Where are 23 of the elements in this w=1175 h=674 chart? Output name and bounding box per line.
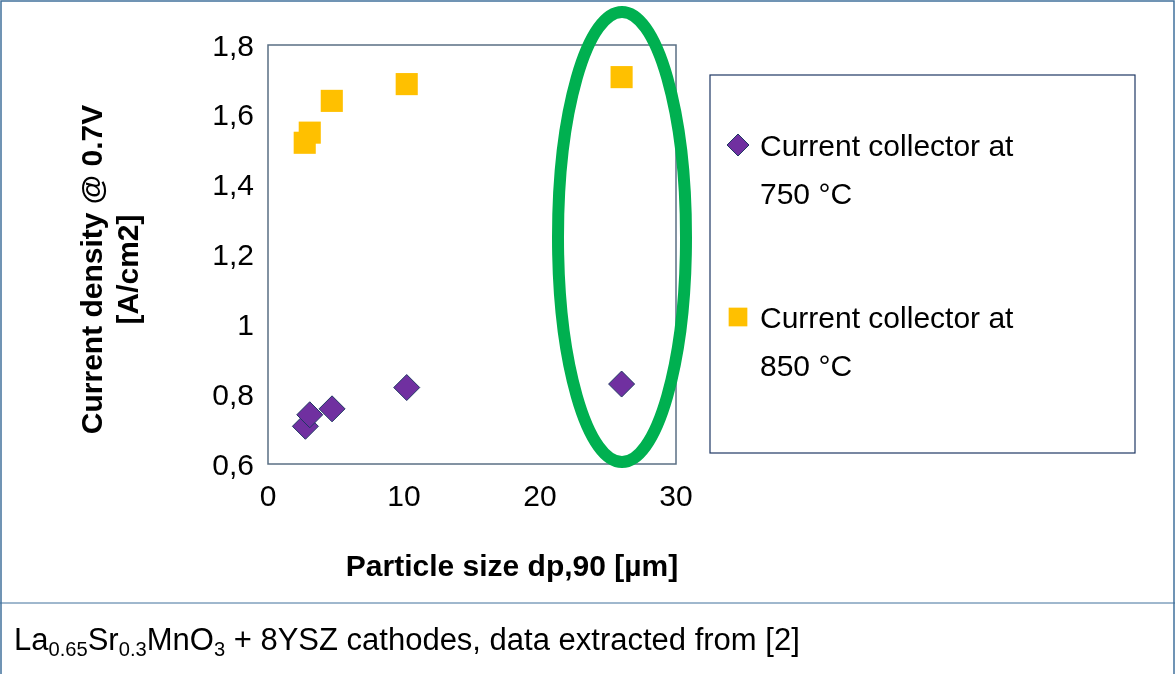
point xyxy=(393,374,421,402)
point xyxy=(608,370,636,398)
x-tick-label: 10 xyxy=(387,479,421,512)
x-axis-title: Particle size dp,90 [µm] xyxy=(345,549,679,582)
y-tick-label: 1 xyxy=(237,307,254,341)
point xyxy=(296,401,324,429)
y-tick-label: 1,2 xyxy=(212,238,254,271)
y-tick-label: 1,4 xyxy=(212,168,254,202)
point xyxy=(318,395,346,423)
x-tick-label: 30 xyxy=(659,479,693,512)
x-tick-label: 20 xyxy=(523,479,557,512)
text: La$_{0.65}$Sr$_{0.3}$MnO$_{3}$ + 8YSZ cathodes, data extracted from [2] xyxy=(14,622,800,660)
point xyxy=(395,73,418,96)
legend-label: Current collector at 750 °C xyxy=(760,128,1015,210)
y-tick-label: 0,8 xyxy=(212,377,254,411)
x-tick-label: 0 xyxy=(259,479,277,512)
y-tick-label: 1,8 xyxy=(212,28,254,62)
y-tick-label: 1,6 xyxy=(212,98,254,132)
point xyxy=(610,66,633,89)
y-tick-label: 0,6 xyxy=(212,447,254,481)
point xyxy=(320,89,343,112)
y-axis-title: Current density @ 0.7V [A/cm2] xyxy=(75,104,144,435)
legend-label: Current collector at 850 °C xyxy=(760,300,1015,382)
